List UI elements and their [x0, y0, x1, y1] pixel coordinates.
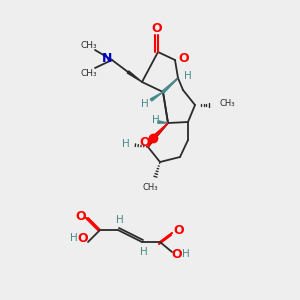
Text: H: H — [182, 249, 190, 259]
Text: O: O — [174, 224, 184, 238]
Text: CH₃: CH₃ — [81, 40, 97, 50]
Text: O: O — [76, 209, 86, 223]
Text: O: O — [152, 22, 162, 34]
Text: CH₃: CH₃ — [220, 100, 236, 109]
Text: H: H — [116, 215, 124, 225]
Text: H: H — [184, 71, 192, 81]
Text: O: O — [179, 52, 189, 64]
Text: O: O — [78, 232, 88, 244]
Text: O: O — [140, 136, 150, 149]
Text: H: H — [141, 99, 149, 109]
Text: H: H — [152, 115, 160, 125]
Text: H: H — [122, 139, 130, 149]
Text: H: H — [70, 233, 78, 243]
Text: O: O — [172, 248, 182, 260]
Text: CH₃: CH₃ — [81, 68, 97, 77]
Polygon shape — [158, 121, 168, 123]
Polygon shape — [127, 71, 142, 82]
Text: CH₃: CH₃ — [142, 182, 158, 191]
Polygon shape — [150, 92, 163, 101]
Text: H: H — [140, 247, 148, 257]
Text: N: N — [102, 52, 112, 64]
Polygon shape — [152, 123, 168, 139]
Polygon shape — [162, 78, 178, 93]
